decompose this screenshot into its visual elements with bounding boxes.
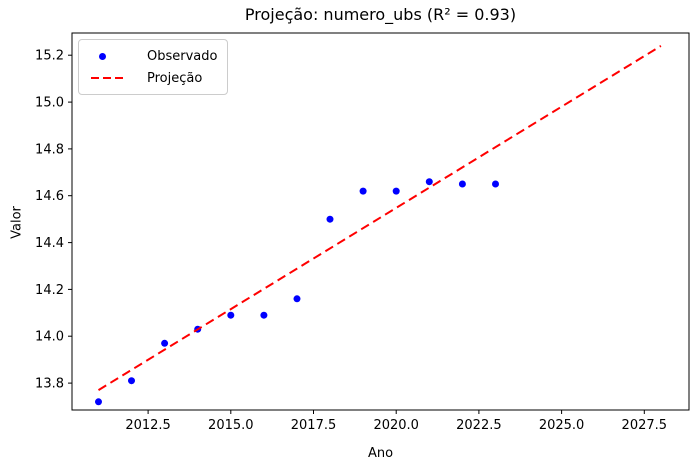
dashed-line-icon [91,77,127,79]
legend-item-observado: Observado [89,45,217,67]
x-tick-label: 2017.5 [291,418,337,433]
scatter-point [260,311,268,319]
legend-handle [89,49,137,63]
scatter-point [359,187,367,195]
projection-line [97,45,662,391]
legend-item-projecao: Projeção [89,67,217,89]
x-tick-label: 2012.5 [125,418,171,433]
y-tick-label: 14.6 [35,189,64,204]
x-tick-label: 2020.0 [373,418,419,433]
y-tick-label: 14.0 [35,330,64,345]
scatter-point [95,398,102,406]
y-axis-label: Valor [9,206,25,239]
legend-label-observado: Observado [147,48,218,64]
plot-spines [71,32,690,411]
scatter-point [293,295,301,303]
scatter-point [326,215,334,223]
y-tick-label: 14.8 [35,142,64,157]
y-tick-label: 14.4 [35,236,64,251]
legend-handle [89,71,137,85]
y-tick-label: 15.2 [35,49,64,64]
legend: Observado Projeção [78,39,229,95]
y-tick-label: 15.0 [35,96,64,111]
scatter-marker-icon [99,53,106,60]
x-tick-label: 2015.0 [208,418,254,433]
y-tick-label: 13.8 [35,377,64,392]
y-tick-label: 14.2 [35,283,64,298]
scatter-point [392,187,400,195]
scatter-point [227,311,235,319]
scatter-point [458,180,466,188]
x-tick-label: 2025.0 [539,418,585,433]
scatter-point [492,180,499,188]
scatter-point [161,339,169,347]
chart-title: Projeção: numero_ubs (R² = 0.93) [244,5,517,24]
x-tick-label: 2022.5 [456,418,502,433]
scatter-point [425,178,433,186]
scatter-point [128,377,135,385]
legend-label-projecao: Projeção [147,70,203,86]
x-tick-label: 2027.5 [622,418,668,433]
x-axis-label: Ano [367,446,394,461]
